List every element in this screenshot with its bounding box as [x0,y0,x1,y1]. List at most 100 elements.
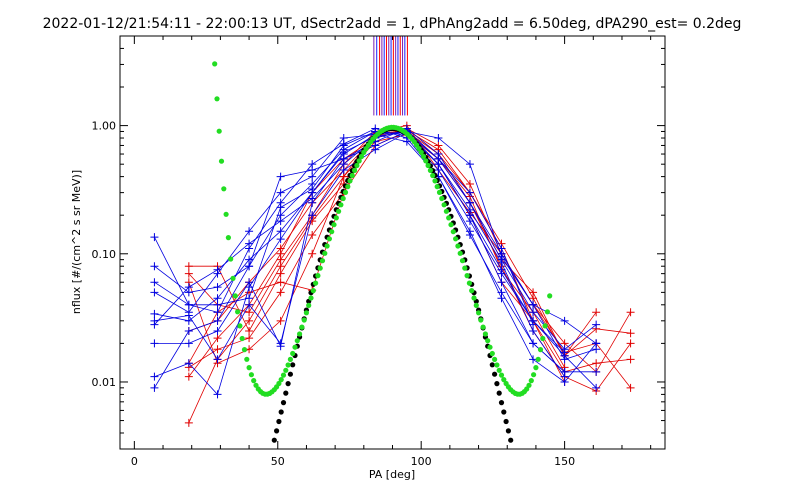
data-point-plus [150,278,159,287]
data-point-plus [592,345,601,354]
axis-ticks: 0 50 100 150 0.01 0.10 1.00 [92,35,665,468]
x-axis-label: PA [deg] [369,468,415,481]
data-point-plus [213,283,222,292]
series-line [154,134,565,373]
fit-curve-green-point [319,258,326,264]
data-point-plus [150,383,159,392]
fit-curve-green-point [336,208,342,214]
data-point-plus [184,311,193,320]
fit-curve-green-point [329,229,335,235]
fit-curve-green-point [531,372,537,378]
data-point-plus [245,300,254,309]
series-line [154,128,597,383]
data-point-plus [339,134,348,143]
fit-curve-green-point [542,323,548,329]
series-line [188,131,631,373]
fit-curve-green-point [434,184,440,190]
fit-curve-green-point [453,236,459,242]
fit-curve-group [212,61,553,443]
fit-curve-green-point [436,189,443,195]
fit-curve-green-point [533,365,539,371]
data-point-plus [339,141,348,150]
data-point-plus [529,320,538,329]
fit-curve-green-point [248,372,254,378]
fit-curve-green-point [485,338,491,344]
data-point-plus [276,188,285,197]
fit-curve-green-point [244,356,250,362]
data-point-plus [184,300,193,309]
fit-curve-green-point [230,275,236,281]
fit-curve-green-point [430,172,436,179]
fit-curve-green-point [290,350,296,357]
fit-curve-green-point [361,149,367,155]
data-point-plus [465,231,474,240]
data-point-plus [213,308,222,317]
data-point-plus [529,308,538,317]
y-tick-label: 1.00 [92,120,117,133]
fit-curve-green-point [237,323,243,329]
data-point-plus [184,283,193,292]
data-point-plus [465,160,474,169]
fit-curve-black-point [503,418,509,425]
fit-curve-green-point [276,380,282,387]
data-point-plus [560,355,569,364]
fit-curve-green-point [241,347,248,353]
x-tick-label: 50 [271,455,285,468]
fit-curve-black-point [290,362,296,368]
data-point-plus [592,308,601,317]
fit-curve-black-point [271,437,277,443]
fit-curve-green-point [347,178,353,184]
data-point-plus [213,300,222,309]
fit-curve-green-point [356,158,362,164]
data-point-plus [308,231,317,240]
fit-curve-green-point [443,208,449,214]
fit-curve-green-point [278,377,284,383]
data-point-plus [184,339,193,348]
fit-curve-green-point [358,153,365,160]
fit-curve-green-point [464,273,470,279]
fit-curve-black-point [492,371,498,377]
data-point-plus [276,227,285,236]
fit-curve-black-point [287,371,293,377]
fit-curve-green-point [223,211,229,217]
x-tick-label: 150 [554,455,575,468]
fit-curve-green-point [501,377,507,383]
fit-curve-green-point [537,347,544,353]
fit-curve-green-point [450,229,456,235]
fit-curve-green-point [221,186,227,192]
fit-curve-green-point [212,61,218,67]
data-point-plus [276,339,285,348]
data-point-plus [150,309,159,318]
fit-curve-green-point [285,362,291,368]
data-point-plus [402,137,411,146]
data-point-plus [434,154,443,163]
fit-curve-green-point [487,344,493,350]
data-point-plus [213,326,222,335]
fit-curve-black-point [276,418,282,425]
data-point-plus [339,166,348,175]
fit-curve-green [212,61,553,397]
fit-curve-green-point [446,215,452,221]
data-point-plus [276,288,285,297]
fit-curve-green-point [225,235,231,241]
fit-curve-green-point [459,258,466,264]
data-point-plus [245,227,254,236]
fit-curve-green-point [216,128,222,134]
fit-curve-green-point [547,293,553,299]
fit-curve-black-point [285,381,291,387]
fit-curve-green-point [322,250,328,256]
fit-curve-green-point [345,184,351,190]
data-point-plus [529,339,538,348]
series-line [154,131,597,373]
data-point-plus [434,134,443,143]
y-axis-label: nflux [#/(cm^2 s sr MeV)] [70,170,83,314]
data-point-plus [626,339,635,348]
data-point-plus [308,166,317,175]
fit-curve-green-point [425,162,431,169]
data-point-plus [184,262,193,271]
fit-curve-green-point [313,280,319,286]
fit-curve-green-point [439,195,445,202]
fit-curve-green-point [427,167,433,173]
data-point-plus [150,339,159,348]
